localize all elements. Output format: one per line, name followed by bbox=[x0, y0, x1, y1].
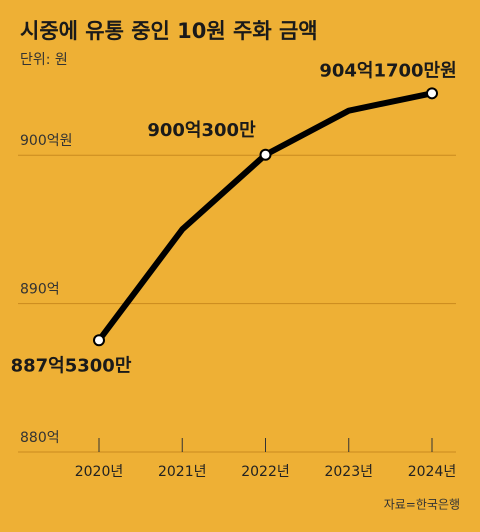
value-label: 904억1700만원 bbox=[319, 60, 456, 81]
x-tick-label: 2021년 bbox=[158, 464, 207, 480]
y-tick-label: 890억 bbox=[20, 282, 60, 298]
marker bbox=[426, 87, 438, 100]
chart-title: 시중에 유통 중인 10원 주화 금액 bbox=[20, 19, 318, 43]
x-tick-label: 2024년 bbox=[408, 464, 457, 480]
y-tick-label: 900억원 bbox=[20, 133, 72, 149]
value-label: 900억300만 bbox=[147, 120, 256, 141]
y-tick-label: 880억 bbox=[20, 430, 60, 446]
chart-subtitle: 단위: 원 bbox=[20, 52, 68, 68]
marker bbox=[259, 148, 272, 161]
x-tick-label: 2020년 bbox=[75, 464, 124, 480]
source: 자료=한국은행 bbox=[384, 497, 460, 512]
x-tick-label: 2022년 bbox=[241, 464, 290, 480]
value-label: 887억5300만 bbox=[11, 355, 132, 376]
marker bbox=[93, 334, 105, 347]
x-tick-label: 2023년 bbox=[324, 464, 373, 480]
